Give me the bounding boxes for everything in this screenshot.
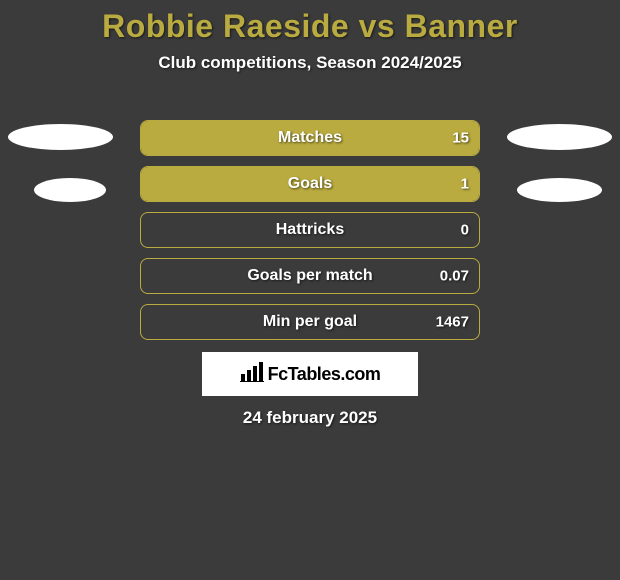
- stat-bar: Matches 15: [140, 120, 480, 156]
- stat-bar-value: 0: [461, 222, 469, 239]
- stat-bar-label: Hattricks: [141, 221, 479, 239]
- comparison-card: Robbie Raeside vs Banner Club competitio…: [0, 0, 620, 580]
- stat-bar-value: 15: [452, 130, 469, 147]
- subtitle: Club competitions, Season 2024/2025: [0, 53, 620, 73]
- stat-bar-label: Matches: [141, 129, 479, 147]
- brand-text: FcTables.com: [268, 364, 381, 385]
- date-line: 24 february 2025: [0, 408, 620, 428]
- page-title: Robbie Raeside vs Banner: [0, 0, 620, 45]
- stat-bar: Min per goal 1467: [140, 304, 480, 340]
- stat-bar-label: Goals: [141, 175, 479, 193]
- stat-bar: Goals per match 0.07: [140, 258, 480, 294]
- stat-bar-value: 1467: [436, 314, 469, 331]
- stat-bar: Goals 1: [140, 166, 480, 202]
- stat-bar-value: 0.07: [440, 268, 469, 285]
- stat-bar-label: Min per goal: [141, 313, 479, 331]
- bar-chart-icon: [240, 362, 264, 387]
- stat-bar-label: Goals per match: [141, 267, 479, 285]
- avatar-placeholder-right-2: [517, 178, 602, 202]
- stat-bar: Hattricks 0: [140, 212, 480, 248]
- stat-bars: Matches 15 Goals 1 Hattricks 0 Goals per…: [140, 120, 480, 350]
- stat-bar-value: 1: [461, 176, 469, 193]
- brand-box: FcTables.com: [202, 352, 418, 396]
- avatar-placeholder-left-2: [34, 178, 106, 202]
- avatar-placeholder-right-1: [507, 124, 612, 150]
- avatar-placeholder-left-1: [8, 124, 113, 150]
